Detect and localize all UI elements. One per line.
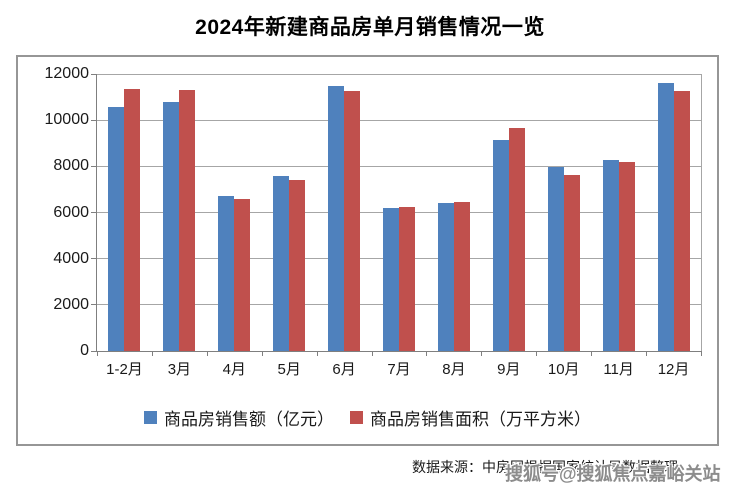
y-axis-label: 4000: [53, 249, 89, 267]
x-axis-tick: [426, 351, 428, 356]
y-axis-label: 0: [80, 342, 89, 359]
x-axis-tick: [536, 351, 538, 356]
y-axis-label: 6000: [53, 203, 89, 221]
plot-area: 0 2000 4000 6000 8000 10000 12000 1-2月 3月 4月 5月 6月 7…: [45, 66, 702, 378]
x-axis-label: 1-2月: [106, 361, 143, 378]
source-note: 数据来源：中房网根据国家统计局数据整理: [412, 459, 678, 475]
bar-sales-amount: [657, 83, 674, 351]
y-axis-label: 10000: [44, 111, 90, 129]
x-axis-label: 6月: [332, 361, 356, 378]
y-axis-tick: [91, 212, 97, 213]
x-axis-tick: [206, 351, 208, 356]
x-axis-label: 11月: [603, 361, 634, 378]
bar-sales-amount: [492, 140, 509, 351]
bar-sales-amount: [383, 208, 399, 351]
gridline: [97, 73, 701, 75]
y-axis-tick: [91, 119, 97, 121]
x-axis-label: 7月: [387, 361, 411, 378]
x-axis-label: 5月: [277, 361, 301, 378]
gridline: [97, 165, 701, 167]
y-axis-label: 2000: [53, 295, 89, 313]
legend-swatch-red-icon: [350, 411, 363, 424]
x-axis-label: 12月: [657, 361, 690, 378]
x-axis-label: 10月: [547, 361, 580, 378]
legend-label-sales-amount: 商品房销售额（亿元）: [164, 410, 334, 429]
chart-title: 2024年新建商品房单月销售情况一览: [195, 16, 545, 39]
y-axis-tick: [91, 304, 97, 306]
x-axis-tick: [151, 351, 153, 356]
bar-sales-area: [618, 162, 635, 351]
bar-sales-area: [234, 199, 251, 351]
x-axis-tick: [646, 351, 648, 356]
x-axis-tick: [97, 351, 98, 356]
bar-sales-area: [344, 91, 361, 351]
bar-sales-area: [124, 89, 141, 351]
bar-sales-area: [453, 202, 470, 351]
x-axis-tick: [316, 351, 318, 356]
chart-container: 0 2000 4000 6000 8000 10000 12000 1-2月 3月 4月 5月 6月 7…: [16, 55, 719, 446]
bar-sales-area: [399, 207, 415, 351]
x-axis-label: 8月: [442, 361, 466, 378]
y-axis-tick: [91, 258, 97, 260]
y-axis-tick: [91, 73, 97, 75]
x-axis-label: 9月: [497, 361, 521, 378]
bar-sales-amount: [437, 203, 454, 351]
x-axis-tick: [481, 351, 483, 356]
bar-sales-area: [289, 180, 306, 351]
legend-item-sales-amount: 商品房销售额（亿元）: [144, 405, 334, 430]
y-axis-label: 8000: [53, 157, 89, 175]
bar-sales-area: [673, 91, 690, 351]
bar-sales-amount: [273, 176, 290, 351]
bar-sales-area: [179, 90, 196, 351]
bar-sales-amount: [163, 102, 180, 351]
y-axis-label: 12000: [44, 65, 90, 82]
legend-swatch-blue-icon: [144, 411, 157, 424]
watermark: 搜狐号@搜狐焦点嘉峪关站: [505, 464, 721, 484]
x-axis-tick: [261, 351, 263, 356]
y-axis-tick: [91, 350, 97, 352]
x-axis-tick: [371, 351, 373, 356]
bar-sales-area: [563, 175, 580, 351]
x-axis-tick: [591, 351, 593, 356]
legend-item-sales-area: 商品房销售面积（万平方米）: [350, 405, 591, 430]
bar-sales-area: [508, 128, 525, 351]
y-axis-tick: [91, 165, 97, 167]
legend-label-sales-area: 商品房销售面积（万平方米）: [370, 410, 591, 429]
x-axis-label: 3月: [167, 361, 192, 378]
bar-sales-amount: [218, 196, 235, 351]
x-axis-label: 4月: [222, 361, 246, 378]
x-axis-tick: [701, 351, 702, 356]
bar-sales-amount: [547, 167, 564, 351]
gridline: [97, 119, 701, 121]
legend: 商品房销售额（亿元） 商品房销售面积（万平方米）: [18, 405, 717, 430]
bar-sales-amount: [602, 160, 619, 351]
bar-sales-amount: [108, 107, 125, 351]
bar-sales-amount: [328, 86, 345, 351]
